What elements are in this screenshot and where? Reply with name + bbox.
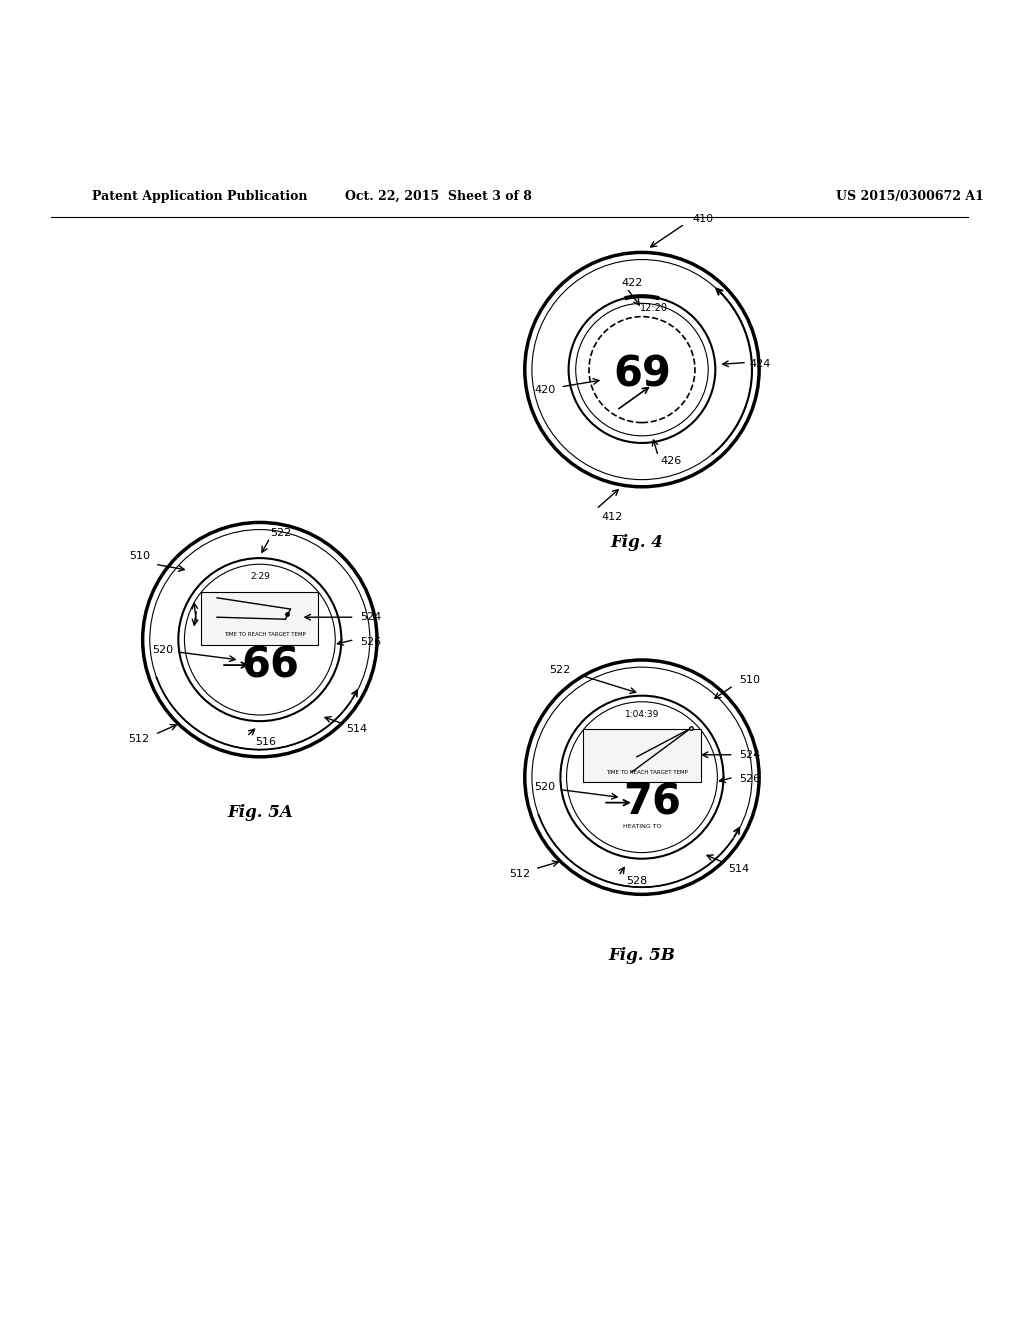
Text: 424: 424 bbox=[749, 359, 770, 370]
Text: 12:20: 12:20 bbox=[640, 304, 669, 313]
Text: 412: 412 bbox=[601, 512, 623, 523]
Text: 420: 420 bbox=[535, 385, 555, 395]
Text: 516: 516 bbox=[255, 737, 275, 747]
Text: US 2015/0300672 A1: US 2015/0300672 A1 bbox=[836, 190, 983, 203]
Text: 522: 522 bbox=[549, 665, 570, 676]
Text: 526: 526 bbox=[359, 636, 381, 647]
Text: 69: 69 bbox=[613, 354, 671, 396]
Text: 512: 512 bbox=[509, 869, 529, 879]
Text: 410: 410 bbox=[693, 214, 714, 224]
Text: 2:29: 2:29 bbox=[250, 572, 269, 581]
Text: 524: 524 bbox=[738, 750, 760, 760]
Text: 520: 520 bbox=[535, 783, 555, 792]
Text: 514: 514 bbox=[728, 863, 750, 874]
FancyBboxPatch shape bbox=[584, 729, 700, 783]
Text: Oct. 22, 2015  Sheet 3 of 8: Oct. 22, 2015 Sheet 3 of 8 bbox=[345, 190, 531, 203]
Text: TIME TO REACH TARGET TEMP: TIME TO REACH TARGET TEMP bbox=[606, 770, 688, 775]
Text: Fig. 4: Fig. 4 bbox=[610, 535, 664, 552]
Text: Fig. 5A: Fig. 5A bbox=[227, 804, 293, 821]
FancyBboxPatch shape bbox=[202, 591, 318, 644]
Text: 520: 520 bbox=[153, 644, 173, 655]
Text: Fig. 5B: Fig. 5B bbox=[608, 946, 676, 964]
Text: 66: 66 bbox=[241, 644, 299, 686]
Text: 514: 514 bbox=[346, 725, 368, 734]
Text: TIME TO REACH TARGET TEMP: TIME TO REACH TARGET TEMP bbox=[224, 632, 306, 638]
Text: 522: 522 bbox=[270, 528, 291, 537]
Text: 510: 510 bbox=[129, 550, 150, 561]
Text: 76: 76 bbox=[624, 781, 681, 824]
Text: 426: 426 bbox=[660, 457, 682, 466]
Text: 510: 510 bbox=[738, 676, 760, 685]
Text: 526: 526 bbox=[738, 775, 760, 784]
Text: 524: 524 bbox=[359, 612, 381, 622]
Text: 422: 422 bbox=[622, 279, 643, 288]
Text: 1:04:39: 1:04:39 bbox=[625, 710, 659, 718]
Text: 528: 528 bbox=[627, 876, 648, 886]
Text: 512: 512 bbox=[129, 734, 150, 744]
Text: Patent Application Publication: Patent Application Publication bbox=[92, 190, 307, 203]
Text: HEATING TO: HEATING TO bbox=[623, 824, 662, 829]
